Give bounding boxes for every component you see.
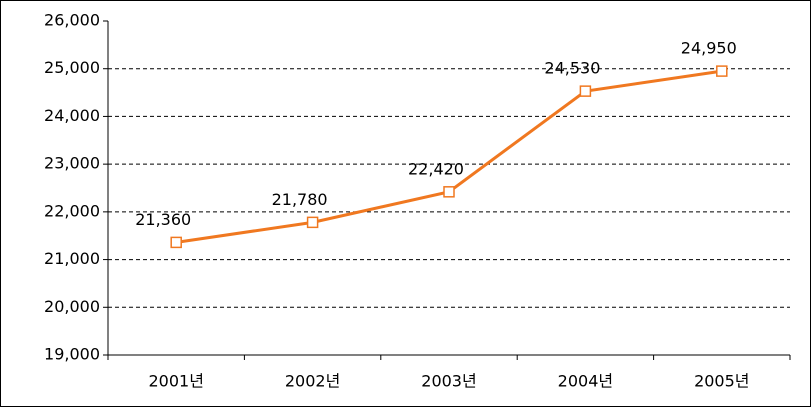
y-tick-label: 26,000 [44,11,100,30]
point [579,85,592,97]
y-tick-label: 20,000 [44,297,100,316]
point [170,236,182,249]
x-tick-label: 2001년 [148,372,203,391]
data-label: 24,530 [544,59,600,78]
y-tick-label: 19,000 [44,345,100,364]
y-tick-label: 23,000 [44,154,100,173]
point [716,65,728,77]
data-label: 24,950 [681,39,737,58]
x-tick-label: 2002년 [285,372,340,391]
data-label: 22,420 [408,159,464,178]
x-tick-label: 2003년 [421,372,476,391]
data-label: 21,360 [135,210,191,229]
y-tick-label: 25,000 [44,58,100,77]
y-tick-label: 21,000 [44,249,100,268]
line [175,69,723,244]
x-tick-label: 2005년 [694,372,749,391]
x-tick-label: 2004년 [558,372,613,391]
y-tick-label: 24,000 [44,106,100,125]
data-label: 21,780 [272,190,328,209]
y-tick-label: 22,000 [44,201,100,220]
point [306,216,319,229]
point [443,186,455,198]
